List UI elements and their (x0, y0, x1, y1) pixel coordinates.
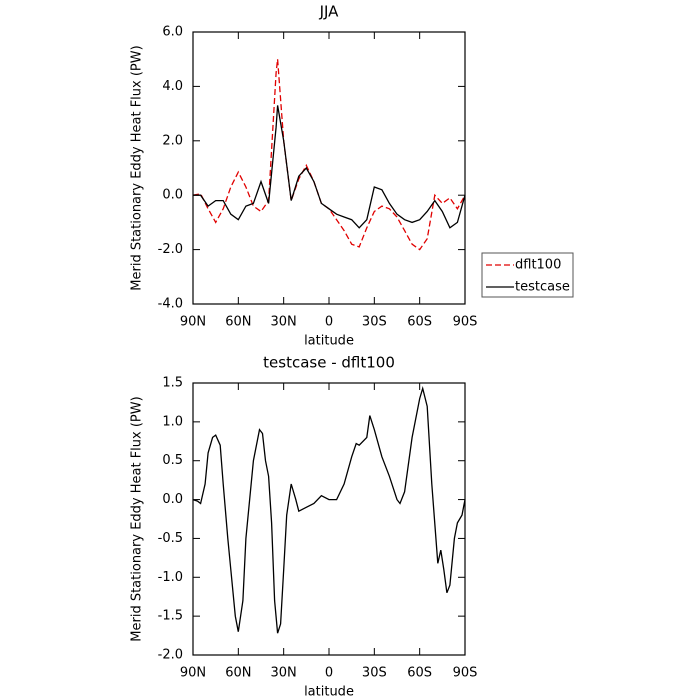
x-tick-label: 30N (271, 315, 297, 330)
data-line (192, 385, 466, 634)
x-tick-label: 60N (225, 315, 251, 330)
x-axis-label: latitude (304, 334, 354, 349)
legend-label: dflt100 (515, 258, 561, 273)
x-tick-label: 60S (407, 315, 432, 330)
x-tick-label: 90S (453, 666, 478, 681)
x-tick-label: 90S (453, 315, 478, 330)
y-tick-label: 4.0 (162, 79, 183, 94)
y-tick-label: -2.0 (158, 648, 183, 663)
y-tick-label: 0.0 (162, 492, 183, 507)
y-tick-label: 0.0 (162, 188, 183, 203)
y-tick-label: -2.0 (158, 242, 183, 257)
chart-title: testcase - dflt100 (263, 354, 395, 372)
legend-label: testcase (515, 280, 570, 295)
plot-frame (192, 31, 466, 305)
x-tick-label: 30S (362, 666, 387, 681)
plot-frame (192, 382, 466, 656)
y-tick-label: -1.5 (158, 609, 183, 624)
chart-title: JJA (319, 3, 340, 21)
x-tick-label: 90N (180, 315, 206, 330)
y-tick-label: 0.5 (162, 453, 183, 468)
data-line (193, 105, 466, 229)
x-tick-label: 30N (271, 666, 297, 681)
data-line (192, 59, 466, 251)
x-tick-label: 0 (325, 315, 333, 330)
y-axis-label: Merid Stationary Eddy Heat Flux (PW) (130, 396, 145, 641)
x-tick-label: 30S (362, 315, 387, 330)
x-tick-label: 0 (325, 666, 333, 681)
y-tick-label: -0.5 (158, 531, 183, 546)
y-tick-label: -4.0 (158, 297, 183, 312)
y-axis-label: Merid Stationary Eddy Heat Flux (PW) (130, 45, 145, 290)
x-axis-label: latitude (304, 685, 354, 700)
x-tick-label: 60S (407, 666, 432, 681)
x-tick-label: 60N (225, 666, 251, 681)
x-tick-label: 90N (180, 666, 206, 681)
y-tick-label: -1.0 (158, 570, 183, 585)
y-tick-label: 1.5 (162, 376, 183, 391)
y-tick-label: 1.0 (162, 414, 183, 429)
y-tick-label: 6.0 (162, 25, 183, 40)
legend-box (481, 252, 574, 298)
y-tick-label: 2.0 (162, 133, 183, 148)
